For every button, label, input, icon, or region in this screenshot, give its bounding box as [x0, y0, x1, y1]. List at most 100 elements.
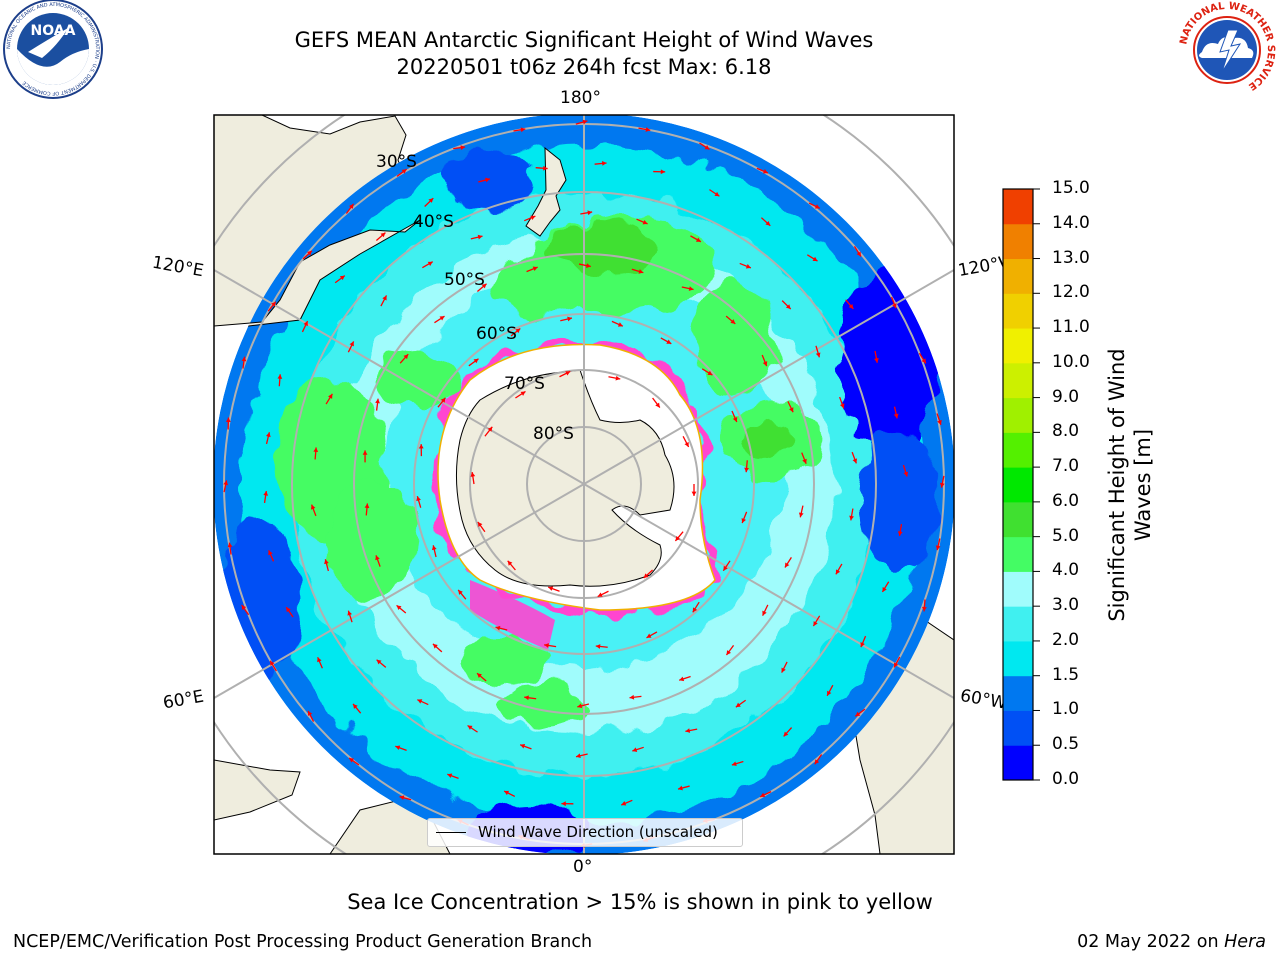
- colorbar-segment: [1003, 432, 1033, 468]
- wind-arrow: [741, 511, 748, 524]
- wind-arrow: [348, 757, 360, 766]
- wind-arrow: [638, 127, 651, 132]
- colorbar-tick-label: 4.0: [1052, 560, 1080, 581]
- colorbar-segment: [1003, 675, 1033, 711]
- wind-arrow: [524, 215, 536, 222]
- colorbar-tick-label: 5.0: [1052, 525, 1080, 546]
- antarctica: [455, 369, 675, 587]
- wind-arrow: [223, 480, 229, 493]
- wind-arrow: [560, 316, 573, 322]
- lat-label-70s: 70°S: [504, 374, 545, 394]
- wind-arrow: [835, 563, 843, 575]
- lat-label-50s: 50°S: [444, 270, 485, 290]
- wind-arrow: [347, 610, 353, 623]
- wind-arrow: [902, 464, 909, 477]
- colorbar-segment: [1003, 362, 1033, 399]
- wind-arrow: [646, 631, 658, 639]
- footer-machine: Hera: [1224, 932, 1266, 952]
- wind-arrow: [632, 746, 644, 752]
- noaa-logo-text: NOAA: [31, 23, 76, 39]
- wind-arrow: [470, 234, 483, 240]
- wind-arrow: [362, 450, 368, 463]
- wind-arrow: [399, 353, 409, 364]
- colorbar-segment: [1003, 189, 1033, 225]
- wind-arrow: [478, 177, 491, 183]
- wind-arrow: [787, 401, 794, 413]
- wind-arrow: [845, 299, 854, 310]
- wind-arrow: [352, 703, 362, 714]
- wind-arrow: [227, 542, 233, 555]
- wind-arrow: [860, 635, 867, 648]
- wind-arrow: [801, 452, 807, 464]
- wind-arrow: [783, 727, 793, 737]
- lat-label-60s: 60°S: [476, 324, 517, 344]
- wind-arrow: [784, 557, 792, 568]
- wind-arrow: [470, 472, 476, 485]
- wind-arrow: [510, 327, 521, 337]
- wind-arrow: [507, 560, 516, 571]
- wind-arrow: [806, 254, 818, 262]
- wind-arrow: [399, 795, 412, 801]
- wind-arrow: [580, 210, 593, 216]
- wind-arrow: [808, 202, 821, 209]
- footer-credit: NCEP/EMC/Verification Post Processing Pr…: [13, 932, 593, 952]
- colorbar-tick-label: 6.0: [1052, 490, 1080, 511]
- colorbar-tick-label: 0.0: [1052, 769, 1080, 789]
- colorbar-tick-label: 1.5: [1052, 664, 1080, 685]
- wind-arrow: [375, 555, 381, 567]
- wind-arrow: [760, 217, 771, 227]
- wind-arrow: [699, 142, 710, 151]
- wind-arrow: [595, 644, 608, 649]
- wind-arrow: [812, 615, 821, 627]
- wind-arrow: [631, 268, 644, 274]
- lat-label-30s: 30°S: [376, 152, 417, 172]
- footer-date-text: 02 May 2022 on: [1077, 932, 1219, 952]
- colorbar-segment: [1003, 223, 1033, 260]
- wind-arrow: [709, 189, 720, 197]
- wind-arrow: [277, 374, 283, 387]
- colorbar-tick-label: 14.0: [1052, 212, 1090, 233]
- wind-arrow: [677, 785, 690, 791]
- lon-label-0: 0°: [573, 857, 593, 877]
- wind-arrow: [313, 447, 319, 460]
- wind-arrow: [418, 444, 424, 457]
- wind-arrow: [735, 699, 747, 708]
- wind-arrow: [652, 397, 661, 408]
- wind-arrow: [424, 197, 434, 207]
- wind-arrow: [935, 538, 941, 551]
- wind-arrow: [577, 703, 590, 709]
- wind-arrow: [241, 604, 250, 616]
- lat-label-80s: 80°S: [533, 424, 574, 444]
- wind-arrow: [376, 659, 387, 668]
- wind-arrow: [484, 426, 493, 437]
- colorbar-tick-label: 10.0: [1052, 351, 1090, 372]
- wind-arrow: [417, 699, 429, 706]
- wind-arrow: [544, 643, 557, 648]
- wind-arrow: [814, 754, 823, 765]
- wind-arrow: [396, 168, 407, 177]
- sea-ice-note: Sea Ice Concentration > 15% is shown in …: [347, 890, 933, 914]
- wind-arrow: [921, 599, 927, 612]
- wind-arrow: [467, 724, 478, 733]
- wind-arrow: [324, 559, 330, 572]
- noaa-logo-icon: NOAA NATIONAL OCEANIC AND ATMOSPHERIC AD…: [3, 0, 103, 99]
- wind-arrow: [495, 625, 508, 631]
- wind-arrow: [578, 263, 591, 268]
- wind-arrow: [781, 661, 788, 673]
- wind-arrow: [826, 684, 834, 697]
- wind-arrow: [453, 145, 466, 150]
- wind-arrow: [636, 218, 648, 225]
- wind-arrow: [594, 161, 607, 166]
- wind-arrow: [347, 341, 355, 353]
- colorbar-tick-label: 2.0: [1052, 629, 1080, 650]
- wind-arrow: [681, 286, 694, 291]
- wind-arrow: [629, 694, 642, 700]
- lat-label-40s: 40°S: [413, 212, 454, 232]
- wind-arrow: [476, 283, 487, 293]
- wind-arrow: [416, 496, 422, 508]
- wind-arrow: [701, 368, 713, 376]
- colorbar-tick-label: 8.0: [1052, 421, 1080, 442]
- wind-arrow: [940, 475, 945, 488]
